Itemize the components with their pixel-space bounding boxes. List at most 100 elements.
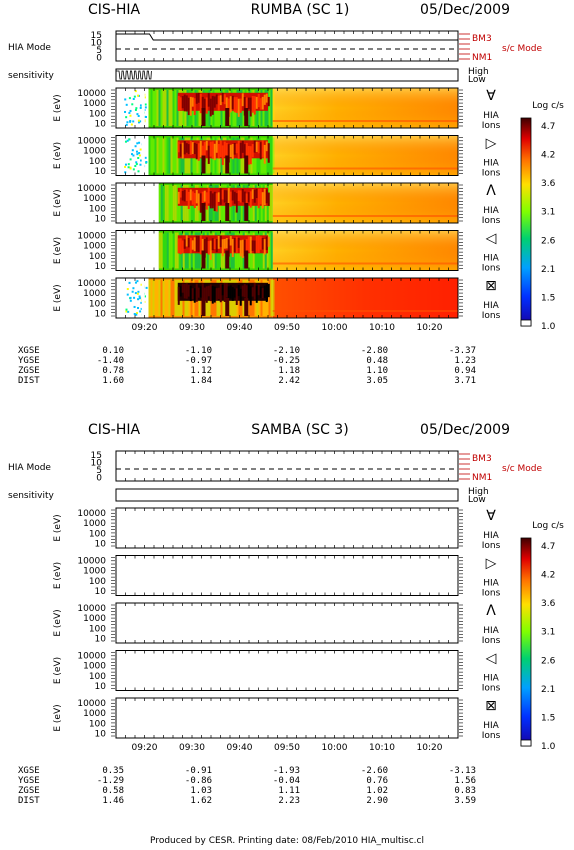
energy-tick-label: 100 — [89, 719, 106, 729]
spectrogram-pixel — [162, 90, 165, 126]
spectrogram-pixel — [270, 137, 273, 174]
energy-tick-label: 100 — [89, 252, 106, 262]
spectrogram-pixel — [130, 153, 133, 156]
spectrogram-pixel — [270, 185, 273, 221]
spectrogram-pixel — [162, 185, 165, 221]
ephemeris-row-label: DIST — [18, 376, 40, 386]
spectrogram-pixel — [181, 96, 184, 109]
spectrogram-pixel — [197, 92, 200, 103]
chart-title-date: 05/Dec/2009 — [420, 2, 510, 18]
spectrogram-pixel — [140, 283, 143, 286]
spectrogram-pixel — [137, 119, 140, 122]
spectrogram-pixel — [255, 285, 258, 303]
spectrogram-pixel — [249, 191, 252, 208]
spectrogram-pixel — [140, 301, 143, 304]
ions-label: Ions — [482, 216, 501, 226]
spectrogram-pixel — [225, 238, 228, 249]
spectrogram-pixel — [185, 95, 188, 112]
spectrogram-pixel — [249, 286, 252, 306]
spectrogram-pixel — [164, 232, 167, 269]
spectrogram-pixel — [203, 287, 206, 301]
spectrogram-pixel — [170, 90, 173, 126]
sens-high-label: High — [468, 487, 489, 497]
spectrogram-pixel — [144, 156, 147, 159]
spectrogram-pixel — [124, 140, 127, 143]
spectrogram-pixel — [195, 283, 198, 302]
spectrogram-pixel — [231, 144, 234, 160]
spectrogram-pixel — [237, 190, 240, 202]
spectrogram-pixel — [227, 188, 230, 206]
spectrogram-line — [272, 310, 458, 312]
spectrogram-gap — [141, 278, 145, 318]
spectrogram-pixel — [139, 106, 142, 109]
spectrogram-line — [272, 262, 458, 265]
energy-tick-label: 10000 — [77, 604, 106, 614]
ephemeris-value: 3.05 — [366, 376, 388, 386]
spectrogram-pixel — [249, 146, 252, 165]
spectrogram-pixel — [139, 163, 142, 166]
hia-mode-label: HIA Mode — [8, 43, 51, 53]
energy-tick-label: 100 — [89, 624, 106, 634]
spectrogram-pixel — [219, 283, 222, 303]
spectrogram-pixel — [172, 90, 175, 126]
spectrogram-pixel — [229, 236, 232, 246]
spectrogram-pixel — [203, 98, 206, 113]
spectrogram-pixel — [166, 185, 169, 221]
ephemeris-value: 0.76 — [366, 776, 388, 786]
spectrogram-pixel — [160, 280, 163, 316]
spectrogram-pixel — [270, 90, 273, 126]
mode-tick-label: 15 — [91, 31, 102, 41]
spectrogram-line — [272, 167, 458, 170]
spectrogram-pixel — [191, 191, 194, 205]
spectrogram-pixel — [261, 288, 264, 299]
ions-label: Ions — [482, 169, 501, 179]
spectrogram-pixel — [187, 191, 190, 209]
energy-axis-label: E (eV) — [53, 704, 63, 731]
ions-label: HIA — [483, 721, 499, 731]
spectrogram-pixel — [154, 90, 157, 126]
spectrogram-pixel — [174, 232, 177, 269]
spectrogram-pixel — [245, 193, 248, 203]
spectrogram-pixel — [135, 150, 138, 153]
spectrogram-pixel — [164, 90, 167, 126]
spectrogram-pixel — [131, 103, 134, 106]
spectrogram-pixel — [134, 108, 137, 111]
spectrogram-frame-bg — [116, 698, 458, 738]
colorbar — [520, 117, 532, 327]
energy-tick-label: 10 — [95, 587, 107, 597]
spectrogram-pixel — [133, 305, 136, 308]
energy-tick-label: 10 — [95, 682, 107, 692]
ephemeris-value: 1.11 — [278, 786, 300, 796]
spectrogram-pixel — [126, 139, 129, 142]
spectrogram-pixel — [137, 307, 140, 310]
spectrogram-pixel — [197, 235, 200, 252]
mode-right-top: BM3 — [472, 34, 492, 44]
direction-symbol-icon: ▷ — [486, 136, 497, 152]
spectrogram-pixel — [229, 96, 232, 113]
spectrogram-pixel — [144, 116, 147, 119]
spectrogram-pixel — [150, 280, 153, 316]
spectrogram-pixel — [134, 164, 137, 167]
spectrogram-pixel — [135, 163, 138, 166]
spectrogram-pixel — [207, 93, 210, 107]
spectrogram-pixel — [158, 90, 161, 126]
spectrogram-pixel — [185, 189, 188, 201]
ephemeris-value: 3.71 — [454, 376, 476, 386]
time-tick-label: 09:40 — [227, 743, 253, 753]
spectrogram-pixel — [168, 232, 171, 269]
spectrogram-pixel — [179, 238, 182, 255]
spectrogram-pixel — [243, 239, 246, 257]
spectrogram-pixel — [187, 237, 190, 248]
spectrogram-pixel — [241, 285, 244, 297]
ephemeris-value: 1.10 — [366, 366, 388, 376]
spectrogram-pixel — [221, 239, 224, 257]
spectrogram-pixel — [241, 239, 244, 258]
ephemeris-value: -3.37 — [449, 346, 476, 356]
ephemeris-value: 1.12 — [190, 366, 212, 376]
sensitivity-panel — [115, 488, 459, 502]
energy-axis-label: E (eV) — [53, 94, 63, 121]
spectrogram-pixel — [144, 103, 147, 106]
